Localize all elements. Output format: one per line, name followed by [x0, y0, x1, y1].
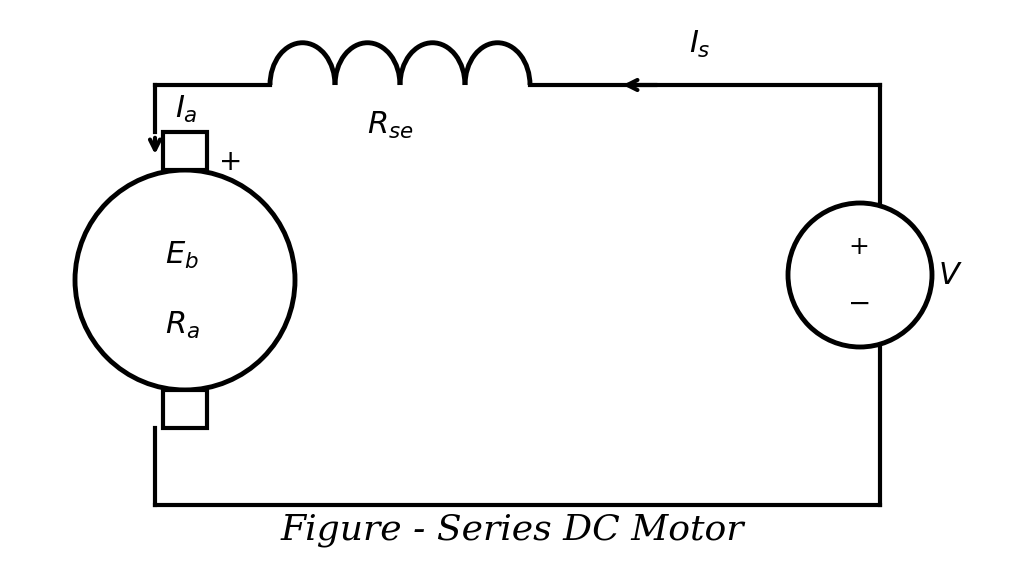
Text: $R_a$: $R_a$: [165, 310, 200, 341]
Text: $-$: $-$: [847, 289, 869, 316]
Bar: [163, 390, 207, 428]
Text: $+$: $+$: [218, 150, 241, 176]
Text: $V$: $V$: [938, 259, 963, 290]
Text: $R_{se}$: $R_{se}$: [367, 110, 414, 141]
Text: $I_a$: $I_a$: [175, 94, 198, 125]
Text: Figure - Series DC Motor: Figure - Series DC Motor: [281, 513, 743, 547]
Text: $+$: $+$: [848, 236, 868, 259]
Text: $I_s$: $I_s$: [689, 29, 711, 60]
Bar: [163, 132, 207, 170]
Text: $E_b$: $E_b$: [165, 240, 199, 271]
